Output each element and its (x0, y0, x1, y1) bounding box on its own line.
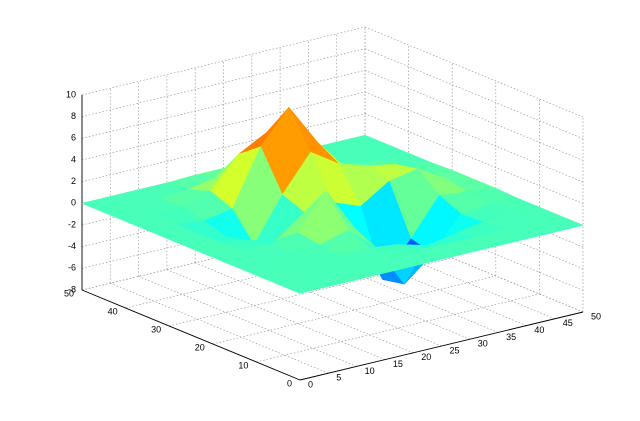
y-tick-label: 10 (238, 360, 248, 370)
z-tick-label: 6 (71, 133, 76, 143)
z-tick-label: -8 (68, 284, 76, 294)
y-tick-label: 0 (287, 378, 292, 388)
z-tick-label: 0 (71, 198, 76, 208)
x-tick-label: 20 (421, 352, 431, 362)
z-tick-label: 8 (71, 111, 76, 121)
x-tick-label: 10 (365, 366, 375, 376)
grid-line (81, 91, 366, 161)
x-tick-label: 0 (308, 379, 313, 389)
x-tick-label: 45 (563, 318, 573, 328)
z-tick-label: -6 (68, 263, 76, 273)
y-tick-label: 20 (195, 342, 205, 352)
y-tick-label: 30 (151, 324, 161, 334)
grid-line (110, 282, 329, 374)
grid-line (166, 269, 386, 360)
grid-line (364, 70, 584, 161)
z-tick-label: 2 (71, 176, 76, 186)
y-tick-label: 50 (64, 288, 74, 298)
grid-line (81, 69, 366, 139)
x-tick-label: 5 (336, 373, 341, 383)
x-tick-label: 30 (478, 339, 488, 349)
z-tick-label: 4 (71, 154, 76, 164)
y-tick-label: 40 (108, 306, 118, 316)
grid-line (256, 293, 540, 363)
z-tick-label: -4 (68, 241, 76, 251)
x-tick-label: 35 (506, 332, 516, 342)
grid-line (364, 113, 584, 204)
z-tick-label: 10 (66, 89, 76, 99)
y-axis (81, 289, 301, 381)
x-tick-label: 25 (450, 345, 460, 355)
grid-line (364, 26, 584, 118)
surface-patch (277, 277, 329, 294)
z-tick-label: -2 (68, 219, 76, 229)
x-tick-label: 50 (591, 311, 601, 321)
grid-line (364, 91, 584, 183)
x-tick-label: 15 (393, 359, 403, 369)
grid-line (81, 113, 366, 183)
grid-line (81, 26, 366, 96)
grid-line (364, 48, 584, 139)
grid-line (81, 48, 366, 118)
grid-line (138, 276, 357, 367)
x-axis (299, 311, 584, 381)
grid-line (212, 275, 496, 345)
grid-line (195, 262, 414, 354)
x-tick-label: 40 (534, 325, 544, 335)
